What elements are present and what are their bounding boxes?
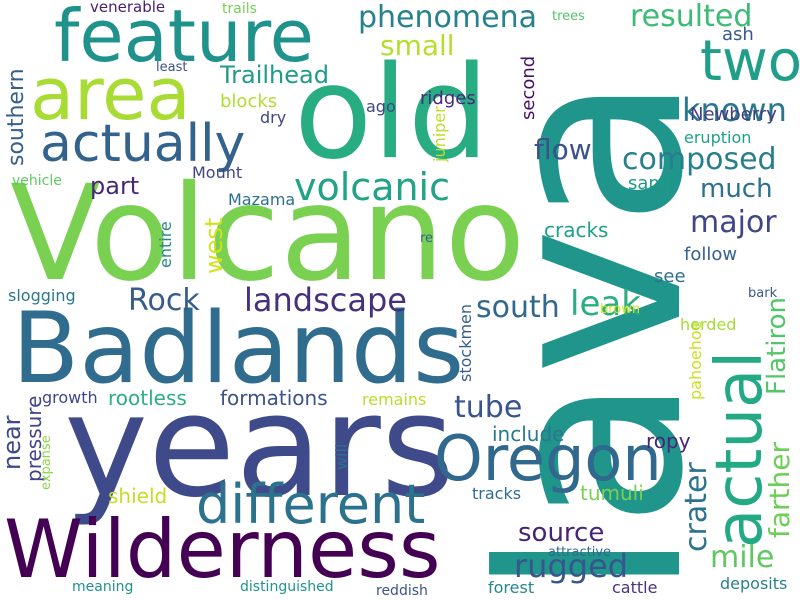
word-follow: follow [684, 244, 738, 265]
word-will: will [332, 443, 351, 470]
word-west: west [200, 217, 228, 274]
word-ago: ago [366, 97, 396, 116]
word-stockmen: stockmen [456, 303, 475, 382]
word-juniper: juniper [430, 106, 449, 162]
word-eruption: eruption [684, 128, 752, 147]
word-slogging: slogging [8, 286, 76, 305]
word-phenomena: phenomena [358, 0, 537, 35]
word-ropy: ropy [646, 429, 691, 453]
word-rock: Rock [128, 283, 200, 318]
word-volcanic: volcanic [294, 165, 451, 209]
word-part: part [90, 172, 140, 200]
word-two: two [700, 29, 800, 94]
word-vehicle: vehicle [12, 173, 62, 189]
word-second: second [518, 55, 539, 120]
word-blocks: blocks [220, 91, 278, 112]
word-tube: tube [454, 390, 523, 425]
word-expanse: expanse [39, 435, 54, 490]
word-trees: trees [552, 9, 585, 24]
word-years: years [64, 364, 455, 529]
word-ash: ash [722, 24, 754, 45]
word-growth: growth [42, 388, 98, 407]
word-include: include [492, 422, 565, 446]
word-deposits: deposits [720, 574, 788, 593]
word-see: see [654, 266, 686, 287]
word-remains: remains [362, 390, 427, 409]
word-brown: brown [600, 302, 641, 317]
word-attractive: attractive [548, 545, 612, 560]
word-dry: dry [260, 108, 287, 127]
word-bark: bark [748, 286, 778, 301]
word-landscape: landscape [244, 281, 407, 319]
word-source: source [518, 518, 605, 548]
word-distinguished: distinguished [240, 579, 334, 595]
word-badlands: Badlands [12, 292, 465, 406]
word-volcano: Volcano [10, 157, 526, 311]
word-trails: trails [222, 1, 257, 17]
word-composed: composed [622, 142, 777, 177]
word-ridges: ridges [420, 88, 476, 109]
word-small: small [380, 29, 455, 62]
word-tumuli: tumuli [580, 481, 644, 505]
word-feature: feature [54, 0, 314, 78]
word-known: known [682, 91, 787, 129]
word-herded: herded [680, 315, 737, 334]
word-flow: flow [534, 133, 592, 166]
word-least: least [156, 60, 188, 75]
word-cracks: cracks [544, 218, 609, 242]
word-southern: southern [4, 68, 29, 166]
word-sand: sand [628, 173, 672, 194]
word-farther: farther [763, 442, 796, 538]
word-shield: shield [108, 484, 168, 508]
word-mazama: Mazama [228, 190, 296, 209]
word-formations: formations [220, 386, 328, 410]
word-reddish: reddish [376, 583, 428, 599]
word-newberry: Newberry [690, 104, 777, 125]
word-tracks: tracks [472, 484, 522, 503]
word-venerable: venerable [90, 0, 166, 16]
word-actually: actually [40, 114, 246, 174]
word-resulted: resulted [630, 0, 753, 34]
word-oregon: Oregon [434, 422, 662, 495]
word-different: different [196, 473, 426, 536]
word-area: area [30, 52, 191, 136]
word-forest: forest [488, 578, 535, 597]
word-leak: leak [570, 284, 641, 324]
word-old: old [294, 39, 490, 188]
word-south: south [476, 290, 560, 325]
word-rootless: rootless [108, 386, 187, 410]
word-major: major [690, 205, 777, 240]
word-trailhead: Trailhead [220, 61, 329, 89]
word-entire: entire [156, 221, 175, 268]
word-mile: mile [710, 540, 775, 575]
word-mount: Mount [192, 163, 243, 182]
word-rugged: rugged [514, 547, 629, 585]
word-meaning: meaning [72, 579, 134, 595]
word-much: much [700, 174, 773, 204]
word-near: near [0, 415, 26, 470]
word-flatiron: Flatiron [762, 296, 792, 395]
word-wilderness: Wilderness [4, 503, 441, 596]
word-cattle: cattle [612, 578, 658, 597]
word-re: re [420, 231, 434, 246]
word-crater: crater [679, 462, 714, 552]
